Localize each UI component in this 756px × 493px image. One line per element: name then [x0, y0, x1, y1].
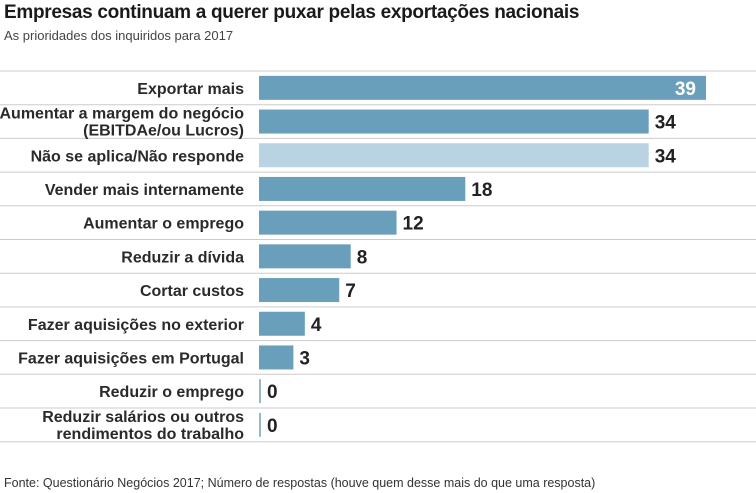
bar [259, 244, 351, 269]
category-label: Aumentar a margem do negócio (EBITDAe/ou … [0, 106, 244, 140]
category-label: Exportar mais [137, 81, 244, 98]
value-label: 34 [655, 113, 677, 134]
bar [259, 143, 649, 168]
bar [259, 75, 706, 100]
value-label: 39 [675, 79, 696, 100]
value-label: 3 [299, 348, 310, 369]
value-label: 7 [345, 281, 356, 302]
value-label: 4 [311, 315, 322, 336]
bar [259, 210, 397, 235]
category-label: Reduzir a dívida [121, 249, 244, 266]
category-label: Reduzir o emprego [99, 384, 244, 401]
category-label: Aumentar o emprego [83, 216, 244, 233]
chart-title: Empresas continuam a querer puxar pelas … [4, 2, 580, 23]
bar [259, 176, 466, 201]
value-label: 18 [471, 180, 492, 201]
category-label: Fazer aquisições no exterior [28, 317, 244, 334]
value-label: 8 [357, 247, 368, 268]
value-label: 12 [403, 214, 424, 235]
category-label: Não se aplica/Não responde [31, 148, 245, 165]
bar [259, 412, 261, 437]
value-label: 34 [655, 146, 677, 167]
category-label: Cortar custos [140, 283, 244, 300]
bar [259, 311, 305, 336]
value-label: 0 [267, 382, 278, 403]
bar [259, 109, 649, 134]
bar [259, 278, 340, 303]
source-note: Fonte: Questionário Negócios 2017; Númer… [4, 476, 596, 490]
category-label: Fazer aquisições em Portugal [18, 350, 244, 367]
value-label: 0 [267, 416, 278, 437]
category-label: Vender mais internamente [45, 182, 244, 199]
chart-subtitle: As prioridades dos inquiridos para 2017 [4, 28, 234, 43]
bar [259, 379, 261, 404]
bar [259, 345, 294, 370]
category-label: Reduzir salários ou outros rendimentos do… [42, 409, 244, 443]
